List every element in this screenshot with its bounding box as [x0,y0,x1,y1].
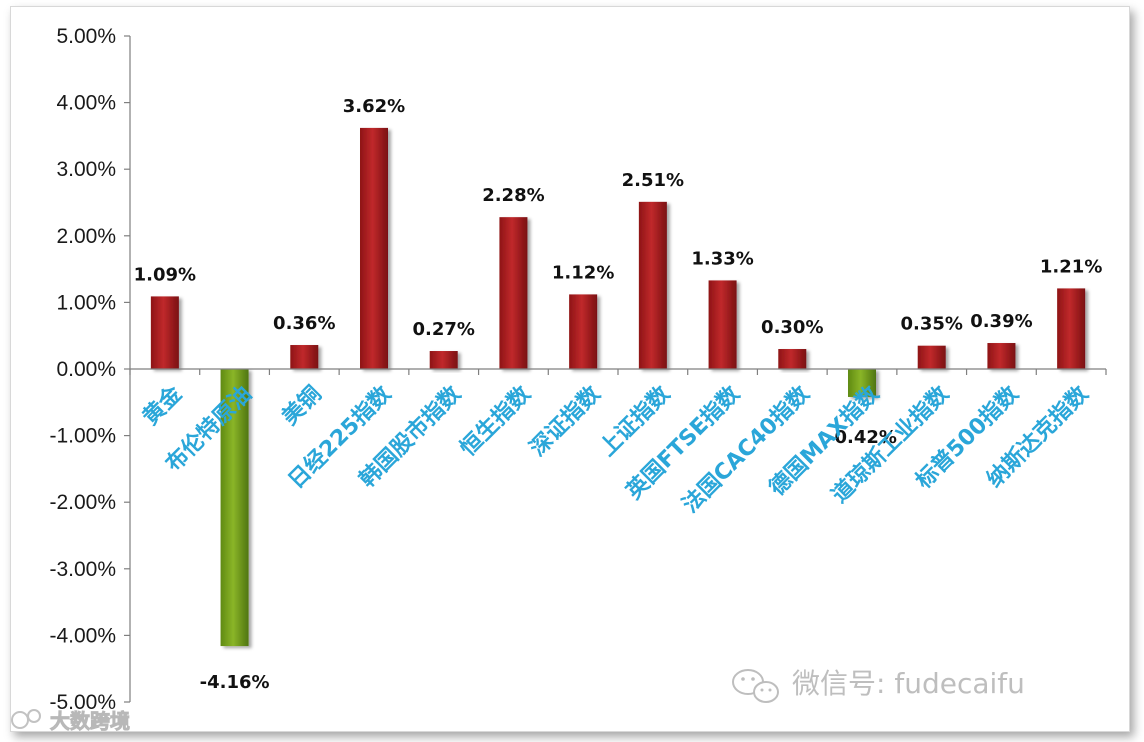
wechat-icon [732,669,779,703]
data-label: 0.39% [970,311,1032,332]
bar-positive [778,349,807,369]
corner-logo-icon [11,709,41,729]
category-label: 深证指数 [525,380,606,461]
y-tick-label: 3.00% [56,158,116,181]
bar-positive [917,345,946,369]
bar-positive [360,127,388,370]
data-label: 2.51% [622,170,684,191]
data-label: 0.30% [761,317,823,338]
y-tick-label: -1.00% [49,425,116,448]
data-label: -4.16% [200,672,270,693]
y-tick-label: -4.00% [49,624,116,647]
bar-positive [569,294,598,369]
bar-positive [987,343,1016,369]
y-tick-label: -5.00% [49,691,116,714]
y-tick-label: -3.00% [49,558,116,581]
bar-positive [150,296,179,369]
y-tick-label: 0.00% [56,358,116,381]
wechat-watermark: 微信号: fudecaifu [732,667,1025,703]
data-label: 3.62% [343,96,405,117]
data-label: 0.35% [900,314,962,335]
bar-positive [290,345,319,369]
data-label: 0.27% [412,319,474,340]
data-label: 1.12% [552,262,614,283]
y-tick-label: -2.00% [49,491,116,514]
data-label: 1.09% [134,264,196,285]
bar-positive [429,351,458,369]
bar-positive [638,201,667,369]
category-label: 美铜 [277,381,327,431]
category-label: 法国CAC40指数 [677,380,815,518]
y-tick-label: 4.00% [56,92,116,115]
bar-positive [1057,288,1086,369]
bar-negative [848,369,876,397]
corner-watermark-text: 大数跨境 [50,709,130,733]
y-tick-label: 2.00% [56,225,116,248]
bar-positive [708,280,737,369]
data-label: 1.33% [691,248,753,269]
bar-positive [499,217,528,369]
y-tick-label: 1.00% [56,291,116,314]
data-label: 1.21% [1040,256,1102,277]
y-tick-label: 5.00% [56,25,116,48]
bar-negative [220,369,249,647]
data-label: -0.42% [827,427,897,448]
wechat-id-text: 微信号: fudecaifu [792,667,1025,700]
data-label: 0.36% [273,313,335,334]
category-label: 恒生指数 [455,380,536,461]
corner-watermark: 大数跨境 [11,709,130,733]
data-label: 2.28% [482,185,544,206]
category-label: 黄金 [138,380,188,430]
